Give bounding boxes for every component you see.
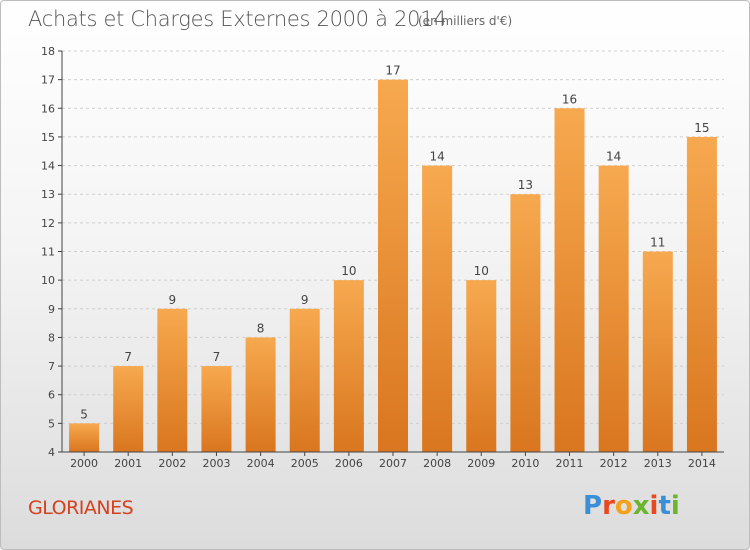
x-tick-label: 2002 [158,457,186,470]
x-tick-label: 2011 [556,457,584,470]
logo-letter: P [583,491,603,521]
bar-value-label: 8 [257,321,265,335]
x-tick-label: 2000 [70,457,98,470]
x-tick-label: 2013 [644,457,672,470]
y-tick-label: 7 [48,360,55,373]
x-tick-label: 2009 [467,457,495,470]
x-tick-label: 2014 [688,457,716,470]
logo-letter: i [649,491,659,521]
bar-2011 [554,108,585,453]
bar-value-label: 9 [301,293,309,307]
x-tick-label: 2012 [600,457,628,470]
y-tick-label: 11 [41,246,55,259]
x-tick-label: 2007 [379,457,407,470]
y-tick-label: 8 [48,331,55,344]
bar-2010 [510,194,541,452]
bar-value-label: 14 [606,150,621,164]
bar-value-label: 15 [694,121,709,135]
proxiti-logo: Proxiti [583,491,680,521]
bar-value-label: 9 [169,293,177,307]
bar-2002 [157,308,188,452]
bar-2012 [598,165,629,453]
bar-2005 [289,308,320,452]
bar-value-label: 7 [124,350,132,364]
bar-2000 [69,423,100,452]
x-tick-label: 2004 [247,457,275,470]
bar-value-label: 16 [562,92,577,106]
bar-value-label: 5 [80,407,88,421]
logo-letter: o [614,491,633,521]
bar-value-label: 7 [213,350,221,364]
bar-value-label: 10 [341,264,356,278]
bar-2006 [333,280,364,452]
y-tick-label: 13 [41,188,55,201]
bar-value-label: 14 [429,150,444,164]
logo-letter: i [670,491,680,521]
chart-title: Achats et Charges Externes 2000 à 2014 [28,7,447,31]
y-tick-label: 14 [41,160,55,173]
x-tick-label: 2010 [511,457,539,470]
commune-name: GLORIANES [28,497,134,519]
y-tick-label: 18 [41,45,55,58]
x-tick-label: 2003 [202,457,230,470]
bar-2008 [422,165,453,453]
logo-letter: x [632,491,650,521]
y-tick-label: 12 [41,217,55,230]
bar-2007 [378,79,408,453]
chart-unit: (en milliers d'€) [418,14,513,28]
bar-2009 [466,280,497,452]
y-tick-label: 17 [41,74,55,87]
bar-value-label: 11 [650,236,665,250]
bar-value-label: 13 [518,178,533,192]
x-tick-label: 2008 [423,457,451,470]
y-tick-label: 16 [41,102,55,115]
y-tick-label: 10 [41,274,55,287]
y-tick-label: 9 [48,303,55,316]
y-tick-label: 5 [48,417,55,430]
x-tick-label: 2005 [291,457,319,470]
bar-2001 [113,366,144,452]
bar-value-label: 17 [385,64,400,78]
bar-2003 [201,366,232,452]
x-tick-label: 2001 [114,457,142,470]
logo-letter: t [658,491,671,521]
x-tick-label: 2006 [335,457,363,470]
logo-letter: r [602,491,615,521]
y-tick-label: 4 [48,446,55,459]
bar-2013 [642,251,673,452]
y-tick-label: 6 [48,389,55,402]
bar-2004 [245,337,276,452]
bar-2014 [686,136,717,452]
bar-value-label: 10 [474,264,489,278]
y-tick-label: 15 [41,131,55,144]
